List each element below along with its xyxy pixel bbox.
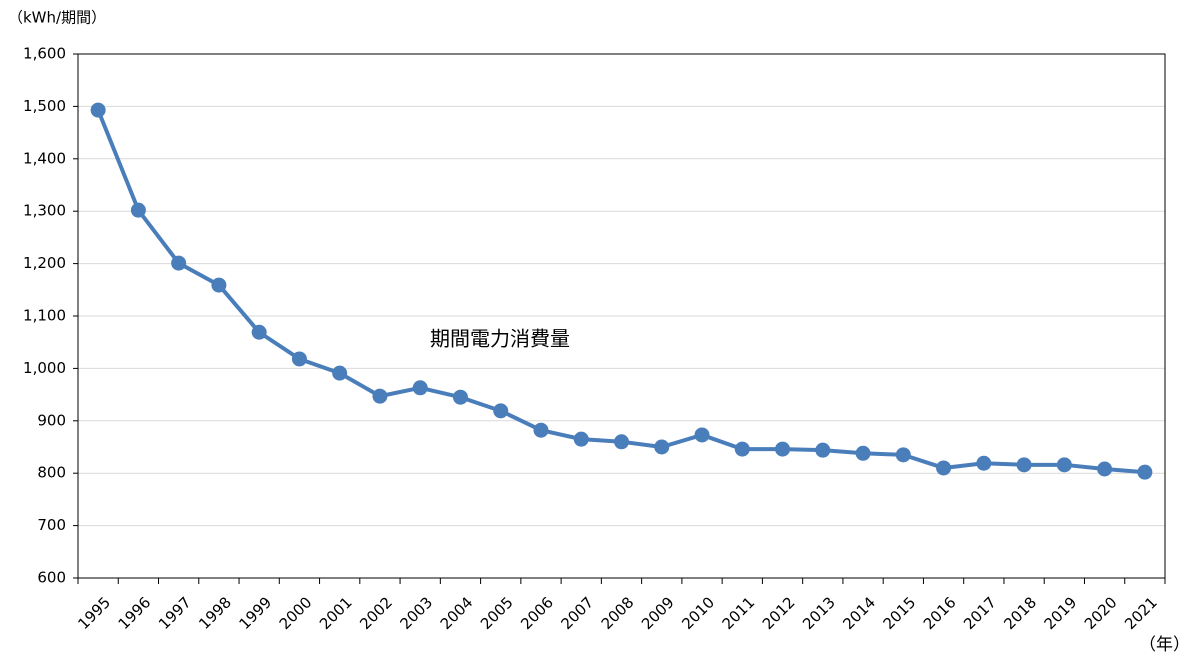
point — [372, 388, 388, 404]
y-tick-label: 900 — [37, 411, 66, 429]
point — [573, 431, 589, 447]
point — [1097, 461, 1113, 477]
point — [211, 277, 227, 293]
y-tick-label: 1,300 — [23, 202, 66, 220]
point — [734, 441, 750, 457]
point — [775, 441, 791, 457]
point — [1056, 457, 1072, 473]
y-axis-label: （kWh/期間） — [8, 9, 106, 27]
point — [694, 427, 710, 443]
y-tick-label: 1,600 — [23, 45, 66, 63]
point — [332, 365, 348, 381]
y-tick-label: 1,200 — [23, 254, 66, 272]
point — [90, 102, 106, 118]
x-axis-label: （年） — [1139, 635, 1190, 655]
y-tick-label: 1,500 — [23, 97, 66, 115]
point — [1137, 464, 1153, 480]
point — [533, 422, 549, 438]
point — [815, 442, 831, 458]
y-tick-label: 1,400 — [23, 149, 66, 167]
y-tick-label: 800 — [37, 464, 66, 482]
y-tick-label: 700 — [37, 516, 66, 534]
point — [493, 403, 509, 419]
y-tick-label: 1,100 — [23, 307, 66, 325]
point — [936, 460, 952, 476]
annotation: 期間電力消費量 — [430, 327, 570, 351]
point — [1016, 457, 1032, 473]
point — [412, 380, 428, 396]
point — [251, 324, 267, 340]
y-tick-label: 1,000 — [23, 359, 66, 377]
point — [291, 351, 307, 367]
point — [654, 439, 670, 455]
point — [895, 447, 911, 463]
point — [452, 389, 468, 405]
point — [855, 445, 871, 461]
point — [171, 255, 187, 271]
y-tick-label: 600 — [37, 569, 66, 587]
plot-frame — [77, 53, 1166, 579]
point — [614, 434, 629, 450]
point — [976, 455, 992, 471]
point — [130, 202, 146, 218]
